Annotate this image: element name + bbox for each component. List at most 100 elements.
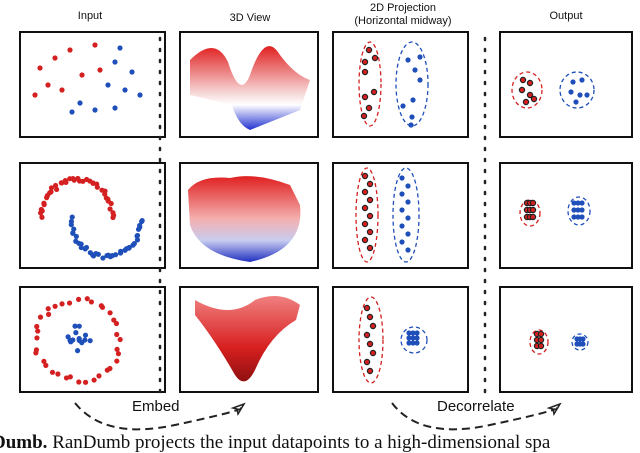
surface-3d bbox=[188, 176, 301, 262]
data-point bbox=[365, 46, 373, 54]
data-point bbox=[519, 76, 527, 84]
data-point bbox=[361, 236, 369, 244]
data-point bbox=[69, 109, 75, 115]
data-point bbox=[405, 183, 411, 189]
data-point bbox=[526, 91, 534, 99]
data-point bbox=[537, 342, 545, 350]
cluster-outline bbox=[559, 71, 595, 109]
data-point bbox=[526, 79, 534, 87]
data-point bbox=[48, 189, 54, 195]
data-point bbox=[82, 379, 89, 385]
data-point bbox=[82, 332, 89, 338]
header-output: Output bbox=[549, 10, 583, 22]
data-point bbox=[400, 103, 406, 109]
data-point bbox=[406, 335, 412, 341]
data-point bbox=[45, 306, 51, 312]
data-point bbox=[399, 191, 405, 197]
data-point bbox=[530, 95, 538, 103]
data-point bbox=[139, 218, 145, 224]
data-point bbox=[37, 314, 44, 320]
data-point bbox=[537, 336, 545, 344]
data-point bbox=[76, 379, 82, 385]
data-point bbox=[52, 55, 58, 61]
data-point bbox=[361, 58, 369, 66]
data-point bbox=[113, 252, 119, 258]
data-point bbox=[417, 77, 423, 83]
data-point bbox=[361, 204, 369, 212]
data-point bbox=[134, 237, 141, 243]
data-point bbox=[33, 347, 40, 353]
data-point bbox=[366, 244, 374, 252]
panel-r2-c0 bbox=[19, 286, 166, 393]
data-point bbox=[137, 222, 143, 229]
data-point bbox=[361, 172, 369, 180]
data-point bbox=[92, 42, 98, 48]
data-point bbox=[579, 214, 585, 220]
cluster-outline bbox=[400, 326, 428, 354]
data-point bbox=[584, 92, 590, 98]
data-point bbox=[363, 331, 371, 339]
data-point bbox=[66, 300, 73, 306]
surface-3d bbox=[195, 296, 300, 382]
data-point bbox=[73, 233, 79, 240]
data-point bbox=[361, 220, 369, 228]
data-point bbox=[113, 320, 120, 327]
data-point bbox=[70, 230, 76, 236]
cluster-outline bbox=[529, 329, 549, 355]
data-point bbox=[410, 335, 416, 341]
data-point bbox=[580, 341, 586, 347]
panel-r2-c2 bbox=[332, 286, 469, 393]
data-point bbox=[87, 338, 93, 344]
data-point bbox=[580, 336, 586, 342]
data-point bbox=[107, 206, 113, 212]
data-point bbox=[529, 206, 537, 214]
data-point bbox=[49, 369, 56, 375]
data-point bbox=[114, 358, 120, 364]
header-3d-view: 3D View bbox=[229, 12, 271, 24]
cluster-outline bbox=[355, 167, 379, 263]
cluster-outline bbox=[571, 333, 589, 351]
data-point bbox=[65, 334, 71, 340]
data-point bbox=[399, 239, 405, 245]
data-point bbox=[366, 313, 374, 321]
data-point bbox=[414, 330, 420, 336]
data-point bbox=[410, 97, 416, 103]
data-point bbox=[48, 185, 55, 191]
data-point bbox=[366, 367, 374, 375]
data-point bbox=[115, 351, 122, 357]
data-point bbox=[108, 200, 114, 207]
data-point bbox=[94, 184, 100, 190]
data-point bbox=[575, 207, 581, 213]
data-point bbox=[573, 99, 579, 105]
data-point bbox=[412, 67, 418, 73]
data-point bbox=[366, 180, 374, 188]
data-point bbox=[54, 186, 60, 193]
data-point bbox=[529, 199, 537, 207]
data-point bbox=[91, 377, 97, 383]
data-point bbox=[370, 88, 378, 96]
data-point bbox=[97, 67, 103, 73]
data-point bbox=[365, 104, 373, 112]
data-point bbox=[110, 214, 116, 221]
data-point bbox=[45, 311, 52, 317]
cluster-outline bbox=[358, 296, 384, 384]
data-point bbox=[406, 330, 412, 336]
data-point bbox=[53, 182, 59, 189]
cluster-outline bbox=[567, 196, 591, 226]
cluster-outline bbox=[519, 199, 541, 227]
data-point bbox=[366, 212, 374, 220]
data-point bbox=[112, 105, 118, 111]
cluster-outline bbox=[392, 167, 420, 263]
data-point bbox=[579, 77, 585, 83]
data-point bbox=[117, 45, 123, 51]
header-projection-line2: (Horizontal midway) bbox=[354, 15, 452, 27]
data-point bbox=[529, 213, 537, 221]
caption-text: RanDumb projects the input datapoints to… bbox=[47, 432, 551, 453]
data-point bbox=[575, 214, 581, 220]
data-point bbox=[118, 248, 124, 254]
cluster-outline bbox=[511, 71, 543, 109]
data-point bbox=[69, 214, 75, 220]
data-point bbox=[405, 231, 411, 237]
